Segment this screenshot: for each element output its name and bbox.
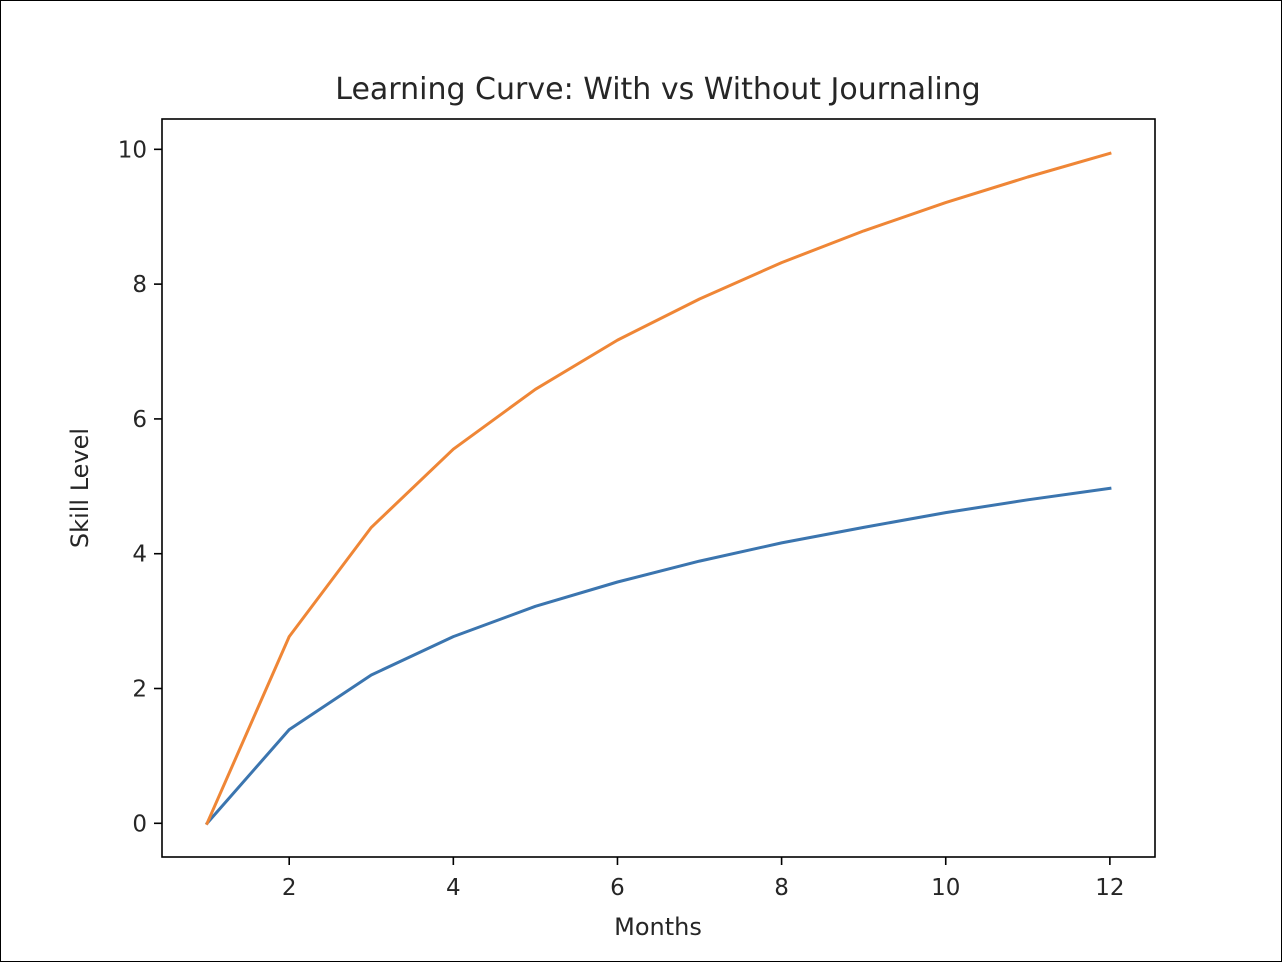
x-tick-label: 12 (1095, 875, 1124, 901)
y-axis-label: Skill Level (66, 428, 94, 548)
x-tick-label: 6 (610, 875, 625, 901)
chart-title: Learning Curve: With vs Without Journali… (335, 72, 980, 107)
y-tick-label: 0 (132, 811, 147, 837)
x-tick-label: 10 (931, 875, 960, 901)
y-tick-label: 4 (132, 542, 147, 568)
y-tick-label: 2 (132, 677, 147, 703)
x-tick-label: 2 (282, 875, 297, 901)
y-tick-label: 8 (132, 272, 147, 298)
ticks-layer: 2 4 6 8 10 12 0 2 4 6 8 10 (118, 137, 1125, 901)
x-axis-label: Months (614, 913, 702, 941)
x-tick-label: 4 (446, 875, 461, 901)
y-tick-label: 10 (118, 137, 147, 163)
series-layer (204, 151, 1112, 826)
y-tick-label: 6 (132, 407, 147, 433)
series-line-2 (205, 151, 1112, 826)
plot-area (162, 119, 1155, 857)
x-tick-label: 8 (774, 875, 789, 901)
plot-frame (161, 118, 1156, 858)
series-line-1 (204, 486, 1112, 826)
